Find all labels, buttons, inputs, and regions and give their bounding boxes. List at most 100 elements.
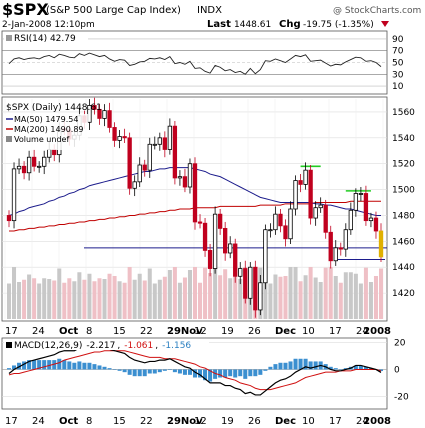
macd-line — [8, 346, 382, 396]
macd-hist-bar — [6, 368, 12, 370]
volume-bar — [288, 267, 293, 319]
macd-hist-bar — [243, 369, 248, 379]
macd-hist-bar — [182, 369, 187, 375]
volume-bar — [157, 279, 162, 319]
macd-hist-bar — [87, 362, 92, 370]
volume-bar — [338, 282, 343, 319]
candle-body — [358, 193, 364, 195]
volume-bar — [37, 283, 42, 319]
x-tick-label: 24 — [32, 326, 45, 337]
volume-bar — [198, 282, 203, 319]
macd-hist-bar — [343, 368, 348, 370]
volume-bar — [303, 275, 308, 319]
rsi-line — [8, 52, 382, 75]
macd-hist-bar — [328, 366, 333, 370]
volume-bar — [353, 273, 358, 319]
candle-body — [6, 215, 12, 222]
macd-swatch — [6, 342, 12, 348]
macd-hist-bar — [57, 358, 62, 370]
macd-hist-bar — [22, 361, 27, 370]
volume-bar — [102, 279, 107, 319]
macd-hist-bar — [177, 369, 182, 374]
macd-hist-bar — [162, 369, 167, 371]
macd-hist-bar — [233, 369, 238, 378]
macd-hist-bar — [47, 360, 52, 370]
macd-hist-value: -1.156 — [162, 341, 191, 351]
macd-hist-bar — [92, 364, 97, 370]
macd-hist-bar — [42, 360, 47, 370]
candle-body — [328, 231, 333, 262]
candle-body — [197, 221, 203, 224]
macd-ticks: 20 0 -20 — [394, 339, 409, 403]
volume-bar — [318, 282, 323, 319]
macd-hist-bar — [223, 369, 228, 378]
volume-bar — [177, 282, 182, 319]
volume-bar — [343, 272, 348, 319]
macd-hist-bar — [303, 358, 308, 370]
price-ticks: 1560 1540 1520 1500 1480 1460 1440 1420 — [392, 108, 415, 299]
macd-hist-bar — [32, 360, 37, 370]
candle-body — [37, 165, 42, 168]
x-tick-label: 17 — [5, 326, 18, 337]
macd-hist-bar — [333, 368, 338, 370]
candle-body — [238, 268, 243, 277]
volume-bar — [273, 274, 278, 319]
macd-hist-bar — [127, 369, 132, 375]
volume-bar — [72, 281, 77, 319]
macd-hist-bar — [192, 369, 198, 378]
price-tick-label: 1420 — [392, 289, 415, 299]
macd-label: MACD(12,26,9) -2.217, -1.061, -1.156 — [14, 341, 191, 351]
rsi-label-bg — [4, 33, 88, 43]
candle-body — [132, 181, 137, 189]
volume-bar — [112, 276, 117, 319]
macd-signal-value: -1.061 — [124, 341, 153, 351]
price-title: $SPX (Daily) 1448.61 — [6, 103, 102, 113]
volume-bar — [348, 272, 353, 319]
macd-hist-bar — [137, 369, 142, 377]
x-tick-label: 2008 — [363, 416, 391, 427]
volume-bar — [152, 283, 157, 319]
candle-body — [318, 204, 323, 209]
volume-bar — [117, 281, 122, 319]
chart-exchange: INDX — [197, 5, 222, 16]
volume-bar — [122, 282, 127, 319]
volume-bar — [52, 280, 57, 319]
x-tick-label: 19 — [221, 326, 234, 337]
volume-bar — [228, 278, 233, 319]
macd-hist-bar — [107, 368, 112, 370]
volume-bar — [328, 267, 333, 319]
macd-hist-bar — [293, 358, 298, 370]
candle-body — [87, 105, 92, 123]
rsi-tick-label: 90 — [392, 35, 404, 45]
macd-hist-bar — [378, 369, 384, 372]
x-tick-label: 10 — [302, 416, 315, 427]
volume-bar — [147, 268, 152, 319]
volume-bar — [323, 267, 328, 319]
legend-swatch — [6, 136, 12, 142]
x-tick-label: 17 — [5, 416, 18, 427]
volume-bar — [47, 279, 52, 319]
macd-hist-bar — [213, 369, 218, 379]
last-value: 1448.61 — [234, 20, 271, 30]
candle-body — [187, 163, 193, 188]
rsi-tick-label: 10 — [392, 82, 404, 92]
candle-body — [177, 176, 183, 179]
candle-body — [373, 217, 379, 232]
candle-body — [333, 247, 338, 262]
candle-body — [147, 143, 152, 171]
macd-hist-bar — [117, 369, 122, 371]
candle-body — [157, 137, 162, 145]
x-tick-label: 2008 — [363, 326, 391, 337]
rsi-tick-label: 70 — [392, 47, 404, 57]
macd-hist-bar — [112, 369, 117, 370]
volume-bar — [92, 281, 97, 319]
macd-hist-bar — [268, 366, 273, 370]
candle-body — [172, 125, 178, 179]
x-tick-label: 29Nov — [167, 416, 203, 427]
volume-bar — [378, 268, 384, 319]
macd-hist-bar — [152, 369, 157, 374]
